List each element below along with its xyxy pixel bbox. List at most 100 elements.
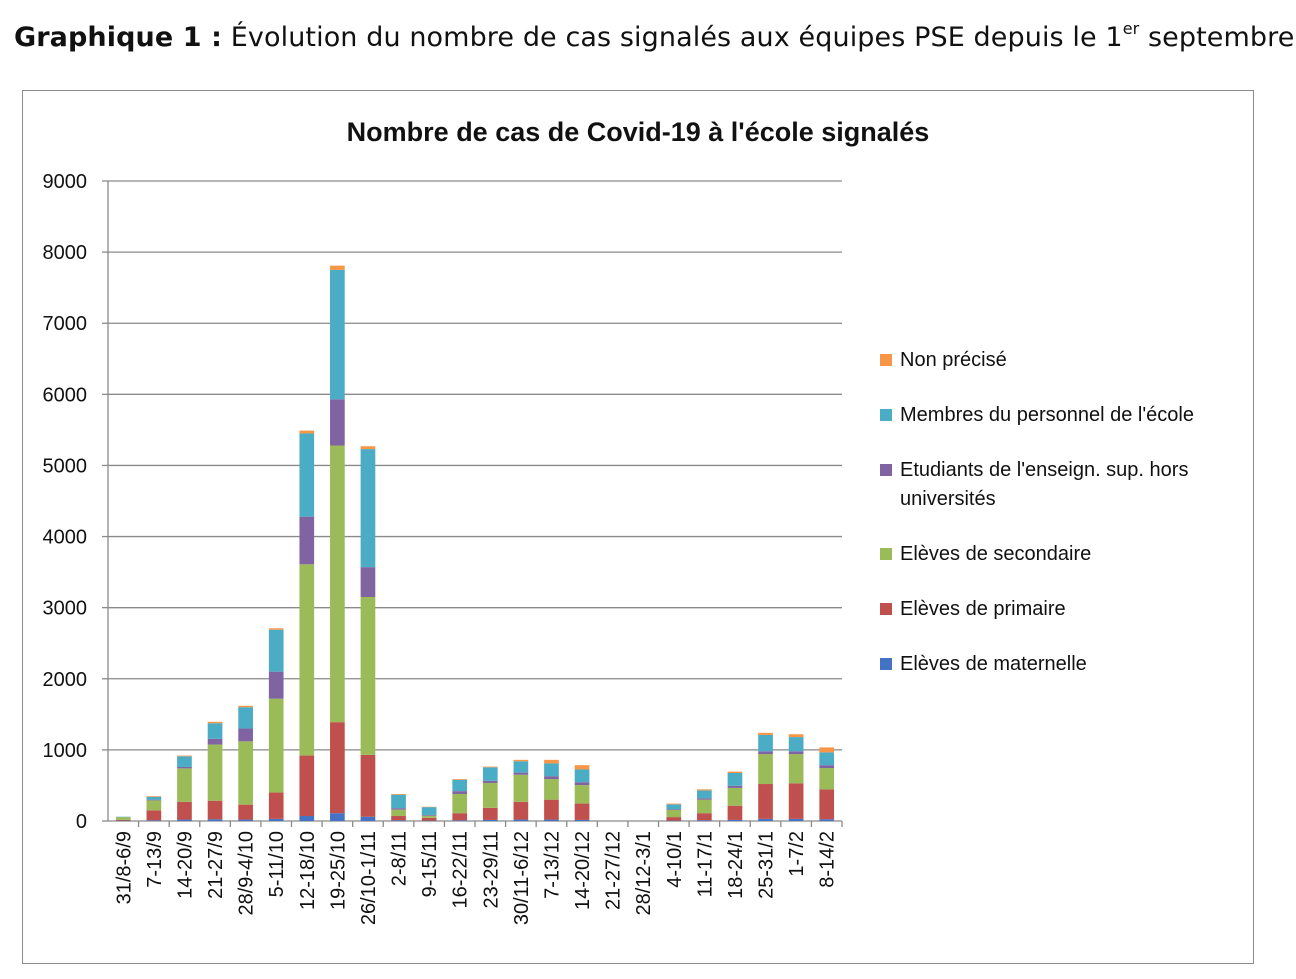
bar-segment xyxy=(330,813,345,821)
legend-swatch xyxy=(880,354,892,366)
bar-segment xyxy=(727,785,743,788)
bar-segment xyxy=(115,819,131,821)
bar-segment xyxy=(330,722,345,814)
caption-label: Graphique 1 : xyxy=(14,22,223,53)
bar-segment xyxy=(177,768,192,802)
legend-swatch xyxy=(880,603,892,615)
bar-segment xyxy=(299,816,315,821)
bar-segment xyxy=(666,809,682,818)
bar-segment xyxy=(697,790,712,799)
bar-segment xyxy=(788,737,804,752)
bar-segment xyxy=(666,817,682,821)
bar-segment xyxy=(758,754,773,785)
legend-swatch xyxy=(880,464,892,476)
bar-segment xyxy=(452,791,468,794)
bar-segment xyxy=(788,818,804,821)
x-tick-label: 18-24/1 xyxy=(725,831,747,899)
bar-segment xyxy=(207,744,223,801)
x-tick-label: 7-13/12 xyxy=(541,831,563,899)
x-tick-label: 23-29/11 xyxy=(480,831,502,908)
bar-segment xyxy=(238,804,253,820)
bar-segment xyxy=(727,819,743,821)
bar-segment xyxy=(391,809,406,817)
bar-segment xyxy=(421,807,437,815)
bar-segment xyxy=(146,800,162,811)
bar-segment xyxy=(330,265,345,270)
bar-segment xyxy=(360,567,376,597)
bar-segment xyxy=(697,813,712,821)
bar-segment xyxy=(819,752,835,766)
bar-segment xyxy=(177,756,192,767)
bar-segment xyxy=(513,761,529,773)
bar-segment xyxy=(697,799,712,814)
bar-segment xyxy=(513,774,529,802)
legend-item: Elèves de secondaire xyxy=(880,540,1260,569)
x-tick-label: 12-18/10 xyxy=(297,831,319,910)
x-tick-label: 19-25/10 xyxy=(327,831,349,910)
legend-label: Elèves de primaire xyxy=(900,598,1066,620)
bar-segment xyxy=(268,628,284,630)
bar-segment xyxy=(574,819,590,821)
bar-segment xyxy=(238,741,253,805)
legend-swatch xyxy=(880,409,892,421)
bar-segment xyxy=(146,796,162,800)
caption-superscript: er xyxy=(1122,19,1140,38)
bar-segment xyxy=(177,755,192,757)
bar-segment xyxy=(421,815,437,818)
bar-segment xyxy=(788,754,804,784)
bar-segment xyxy=(360,449,376,568)
x-tick-label: 8-14/2 xyxy=(817,831,839,888)
bar-segment xyxy=(268,818,284,821)
bar-segment xyxy=(207,738,223,745)
bar-segment xyxy=(727,805,743,820)
bar-segment xyxy=(177,801,192,820)
bar-segment xyxy=(452,820,468,821)
legend-item: Elèves de primaire xyxy=(880,595,1260,624)
figure-caption: Graphique 1 : Évolution du nombre de cas… xyxy=(14,19,1294,54)
bar-segment xyxy=(758,784,773,819)
bar-segment xyxy=(819,768,835,790)
y-tick-label: 0 xyxy=(76,811,87,833)
bar-segment xyxy=(452,793,468,814)
bar-segment xyxy=(391,820,406,821)
bar-segment xyxy=(268,671,284,699)
chart-legend: Non précisé Membres du personnel de l'éco… xyxy=(880,346,1260,705)
bar-segment xyxy=(482,780,498,783)
legend-item: Etudiants de l'enseign. sup. hors univer… xyxy=(880,456,1260,514)
bar-segment xyxy=(207,723,223,739)
y-tick-label: 7000 xyxy=(43,313,88,335)
x-tick-label: 30/11-6/12 xyxy=(511,831,533,925)
y-tick-label: 1000 xyxy=(43,740,88,762)
bar-segment xyxy=(177,819,192,821)
bar-segment xyxy=(544,779,559,800)
bar-segment xyxy=(819,819,835,821)
chart-title: Nombre de cas de Covid-19 à l'école sign… xyxy=(347,117,930,147)
legend-item: Membres du personnel de l'école xyxy=(880,401,1260,430)
legend-swatch xyxy=(880,548,892,560)
bar-segment xyxy=(544,799,559,820)
caption-text: Évolution du nombre de cas signalés aux … xyxy=(230,22,1123,53)
y-tick-label: 9000 xyxy=(43,171,88,193)
legend-item: Elèves de maternelle xyxy=(880,650,1260,679)
bar-segment xyxy=(421,814,437,816)
bar-segment xyxy=(758,732,773,735)
bar-segment xyxy=(727,773,743,786)
bar-segment xyxy=(146,796,162,797)
x-tick-label: 4-10/1 xyxy=(664,831,686,888)
bar-segment xyxy=(360,597,376,755)
bar-segment xyxy=(238,819,253,821)
bar-segment xyxy=(727,771,743,773)
bar-segment xyxy=(666,803,682,805)
bar-segment xyxy=(482,766,498,768)
bar-segment xyxy=(788,783,804,819)
x-tick-label: 26/10-1/11 xyxy=(358,831,380,925)
bar-segment xyxy=(391,808,406,810)
bar-segment xyxy=(513,759,529,762)
bar-segment xyxy=(360,754,376,817)
bar-segment xyxy=(574,785,590,804)
bar-segment xyxy=(574,769,590,783)
bar-segment xyxy=(207,800,223,820)
bar-segment xyxy=(819,747,835,753)
bar-segment xyxy=(452,779,468,792)
